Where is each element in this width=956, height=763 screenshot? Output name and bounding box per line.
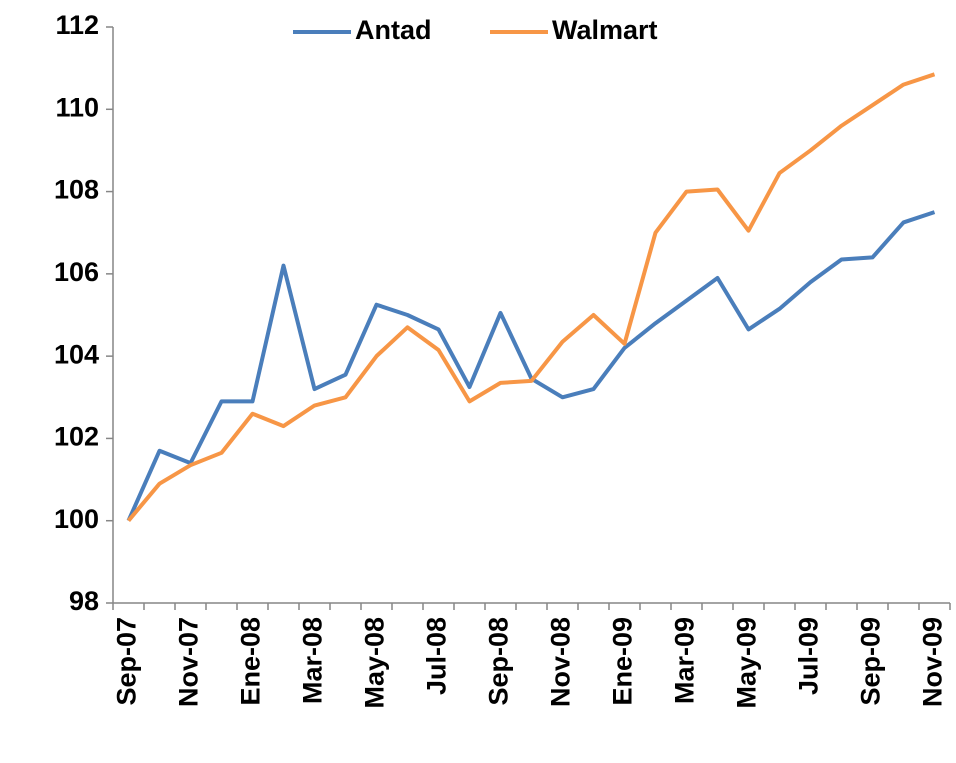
x-tick-label: Ene-09 [608, 617, 638, 706]
y-tick-label: 106 [54, 257, 99, 287]
y-tick-label: 102 [54, 422, 99, 452]
y-tick-label: 112 [55, 10, 99, 40]
x-tick-label: Sep-07 [112, 617, 142, 706]
x-tick-label: Nov-08 [546, 617, 576, 707]
x-tick-label: Sep-09 [856, 617, 886, 706]
x-tick-label: Mar-09 [670, 617, 700, 704]
x-tick-label: May-09 [732, 617, 762, 709]
y-tick-label: 100 [54, 504, 99, 534]
legend-label: Antad [355, 15, 432, 45]
series-line [126, 72, 936, 522]
x-tick-label: Nov-09 [918, 617, 948, 707]
y-tick-label: 98 [69, 586, 99, 616]
y-tick-label: 108 [54, 175, 99, 205]
x-tick-label: May-08 [360, 617, 390, 709]
legend-label: Walmart [552, 15, 658, 45]
series-line [126, 210, 936, 522]
x-tick-label: Sep-08 [484, 617, 514, 706]
x-tick-label: Ene-08 [236, 617, 266, 706]
x-tick-label: Nov-07 [174, 617, 204, 707]
y-tick-label: 104 [54, 339, 99, 369]
y-tick-label: 110 [55, 92, 99, 122]
x-tick-label: Jul-09 [794, 617, 824, 695]
x-tick-label: Mar-08 [298, 617, 328, 704]
x-tick-label: Jul-08 [422, 617, 452, 695]
